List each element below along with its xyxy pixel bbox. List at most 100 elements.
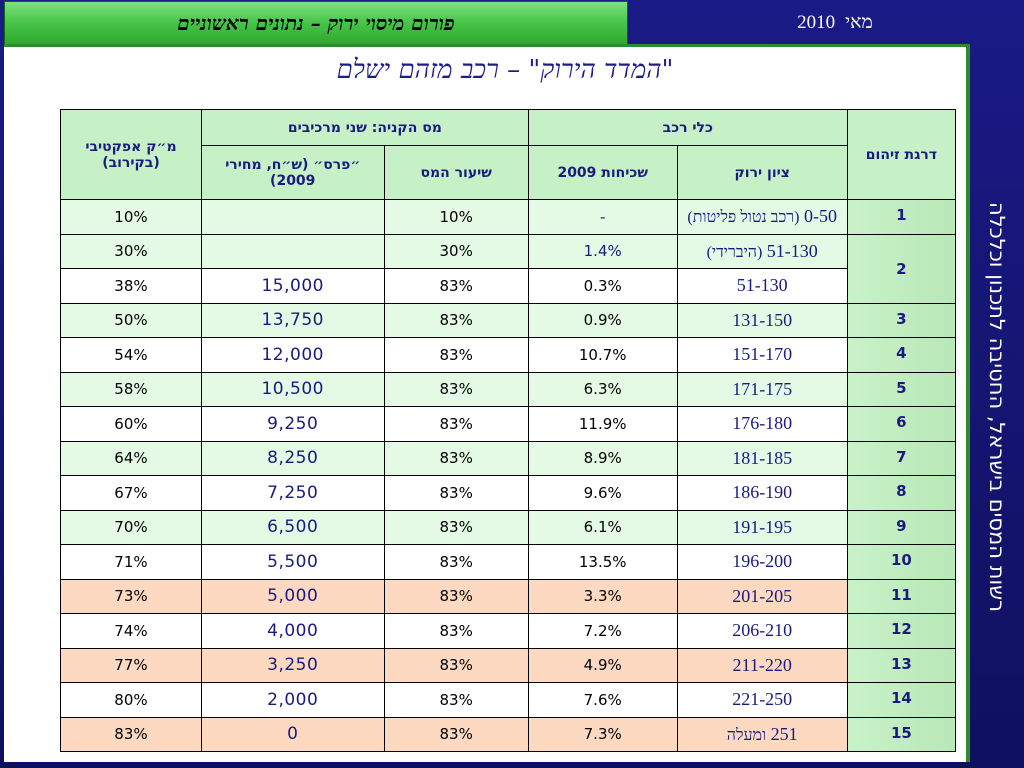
- table-row: 13 211-220 4.9% 83% 3,250 77%: [60, 647, 957, 683]
- bonus-cell: 8,250: [200, 440, 385, 476]
- tax-rate-value: 83%: [439, 311, 473, 330]
- bonus-cell: [200, 199, 385, 235]
- green-grade-cell: 191-195: [676, 509, 848, 545]
- share-2009-value: 1.4%: [583, 242, 622, 261]
- rank-cell: 15: [846, 716, 957, 752]
- tax-rate-cell: 83%: [383, 406, 529, 442]
- effective-rate-value: 83%: [114, 725, 148, 744]
- bonus-cell: 5,000: [200, 578, 385, 614]
- tax-rate-cell: 83%: [383, 647, 529, 683]
- header-date-year: 2010: [797, 12, 836, 33]
- bonus-cell: 9,250: [200, 406, 385, 442]
- rank-cell: 10: [846, 544, 957, 580]
- effective-rate-value: 70%: [114, 518, 148, 537]
- effective-rate-cell: 64%: [60, 440, 202, 476]
- table-row: 9 191-195 6.1% 83% 6,500 70%: [60, 509, 957, 545]
- effective-rate-value: 73%: [114, 587, 148, 606]
- header-date: מאי 2010: [770, 10, 900, 36]
- rank-cell: 2: [846, 233, 957, 304]
- green-grade-note: (רכב נטול פליטות): [687, 209, 800, 227]
- green-grade-cell: 211-220: [676, 647, 848, 683]
- bonus-cell: 15,000: [200, 268, 385, 304]
- bonus-cell: 7,250: [200, 475, 385, 511]
- green-grade-value: 206-210: [732, 620, 793, 641]
- tax-rate-value: 83%: [439, 656, 473, 675]
- tax-rate-cell: 10%: [383, 199, 529, 235]
- green-grade-cell: 151-170: [676, 337, 848, 373]
- rank-cell: 3: [846, 302, 957, 338]
- share-2009-cell: 11.9%: [527, 406, 678, 442]
- rank-cell: 13: [846, 647, 957, 683]
- table-row: 4 151-170 10.7% 83% 12,000 54%: [60, 337, 957, 373]
- green-grade-cell: 251 ומעלה: [676, 716, 848, 752]
- table-row: 3 131-150 0.9% 83% 13,750 50%: [60, 302, 957, 338]
- share-2009-cell: 9.6%: [527, 475, 678, 511]
- tax-rate-cell: 83%: [383, 509, 529, 545]
- table-row: 6 176-180 11.9% 83% 9,250 60%: [60, 406, 957, 442]
- table-body: 1 0-50 (רכב נטול פליטות) -10% 10% 2 51-130 (ה…: [60, 199, 957, 752]
- tax-rate-cell: 83%: [383, 716, 529, 752]
- table-row: 15 251 ומעלה 7.3% 83% 0 83%: [60, 716, 957, 752]
- tax-rate-value: 83%: [439, 276, 473, 295]
- green-grade-value: 221-250: [732, 689, 793, 710]
- share-2009-value: -: [599, 207, 606, 226]
- effective-rate-cell: 60%: [60, 406, 202, 442]
- green-grade-cell: 51-130: [676, 268, 848, 304]
- tax-rate-value: 30%: [439, 242, 473, 261]
- green-grade-cell: 186-190: [676, 475, 848, 511]
- share-2009-value: 11.9%: [578, 414, 627, 433]
- header-date-month: מאי: [845, 12, 873, 33]
- rank-cell: 9: [846, 509, 957, 545]
- tax-rate-value: 83%: [439, 449, 473, 468]
- green-grade-value: 171-175: [732, 378, 793, 399]
- tax-rate-value: 10%: [439, 207, 473, 226]
- share-2009-value: 13.5%: [578, 552, 627, 571]
- header-purchase-tax-group: מס הקניה: שני מרכיבים: [200, 109, 529, 146]
- share-2009-cell: 7.6%: [527, 682, 678, 718]
- table-row: 10 196-200 13.5% 83% 5,500 71%: [60, 544, 957, 580]
- green-grade-cell: 131-150: [676, 302, 848, 338]
- green-grade-cell: 51-130 (היברידי): [676, 233, 848, 269]
- effective-rate-cell: 73%: [60, 578, 202, 614]
- tax-rate-value: 83%: [439, 414, 473, 433]
- effective-rate-cell: 38%: [60, 268, 202, 304]
- effective-rate-value: 80%: [114, 690, 148, 709]
- green-grade-value: 51-130: [766, 240, 818, 261]
- table-row: 2 51-130 (היברידי) 1.4% 30% 30%: [60, 233, 957, 304]
- green-grade-value: 176-180: [732, 413, 793, 434]
- share-2009-cell: 7.3%: [527, 716, 678, 752]
- tax-rate-cell: 83%: [383, 440, 529, 476]
- effective-rate-cell: 83%: [60, 716, 202, 752]
- share-2009-cell: 0.9%: [527, 302, 678, 338]
- green-grade-cell: 206-210: [676, 613, 848, 649]
- effective-rate-cell: 67%: [60, 475, 202, 511]
- tax-rate-value: 83%: [439, 380, 473, 399]
- share-2009-value: 8.9%: [583, 449, 622, 468]
- tax-rate-value: 83%: [439, 345, 473, 364]
- share-2009-value: 9.6%: [583, 483, 622, 502]
- tax-rate-value: 83%: [439, 690, 473, 709]
- green-grade-value: 181-185: [732, 447, 793, 468]
- effective-rate-cell: 77%: [60, 647, 202, 683]
- header-tax-rate: שיעור המס: [383, 145, 529, 200]
- effective-rate-value: 54%: [114, 345, 148, 364]
- share-2009-value: 0.3%: [583, 276, 622, 295]
- header-bar: פורום מיסוי ירוק – נתונים ראשוניים: [4, 1, 628, 45]
- table-row: 5 171-175 6.3% 83% 10,500 58%: [60, 371, 957, 407]
- share-2009-cell: 6.3%: [527, 371, 678, 407]
- effective-rate-value: 38%: [114, 276, 148, 295]
- tax-rate-cell: 83%: [383, 302, 529, 338]
- rank-cell: 11: [846, 578, 957, 614]
- share-2009-value: 7.2%: [583, 621, 622, 640]
- effective-rate-cell: 80%: [60, 682, 202, 718]
- green-index-table: דרגת זיהום כלי רכב מס הקניה: שני מרכיבים…: [60, 109, 957, 752]
- bonus-cell: 5,500: [200, 544, 385, 580]
- effective-rate-value: 50%: [114, 311, 148, 330]
- effective-rate-value: 64%: [114, 449, 148, 468]
- effective-rate-cell: 70%: [60, 509, 202, 545]
- tax-rate-cell: 83%: [383, 371, 529, 407]
- bonus-cell: 10,500: [200, 371, 385, 407]
- effective-rate-cell: 74%: [60, 613, 202, 649]
- green-grade-value: 186-190: [732, 482, 793, 503]
- share-2009-value: 3.3%: [583, 587, 622, 606]
